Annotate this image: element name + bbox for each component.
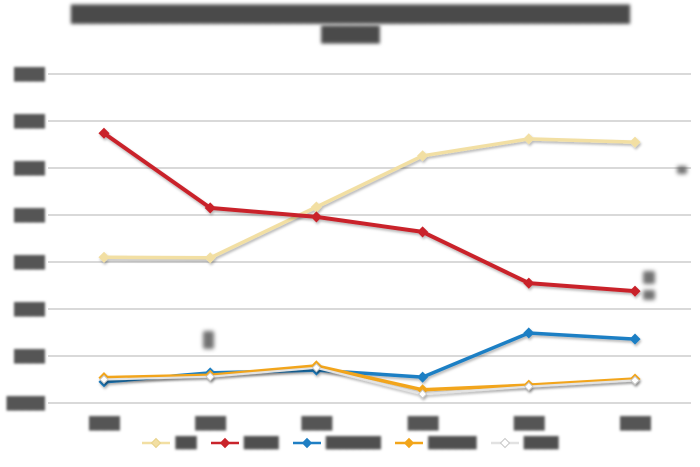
series-blue-marker [523, 327, 535, 339]
series-red-legend-label: █████ [243, 437, 279, 449]
y-axis-label: ████ [13, 302, 45, 316]
chart-legend: ███ █████ ████████ ███████ █████ [0, 437, 700, 449]
legend-item-series-gray: █████ [490, 437, 559, 449]
series-red-marker [310, 211, 322, 223]
series-blue-legend-marker-icon [292, 437, 321, 449]
series-orange-legend-label: ███████ [428, 437, 477, 449]
x-axis-label: ████ [513, 416, 545, 430]
series-cream-legend-marker-icon [142, 437, 171, 449]
series-cream [98, 133, 641, 264]
series-gray-marker [417, 389, 428, 399]
series-red-line [102, 131, 637, 294]
series-red-marker [417, 226, 429, 238]
series-orange-line [102, 364, 637, 392]
y-axis-label: ████ [13, 349, 45, 363]
series-red-legend-marker-icon [210, 437, 239, 449]
x-axis-label: ████ [195, 416, 226, 430]
series-cream-marker [417, 150, 429, 162]
legend-item-series-cream: ███ [142, 437, 197, 449]
series-cream-marker [204, 252, 216, 264]
series-red [98, 127, 641, 297]
series-gray-marker [311, 363, 322, 373]
series-blue-legend-label: ████████ [325, 437, 381, 449]
series-gray-marker [205, 371, 215, 382]
series-blue-marker [629, 333, 641, 345]
series-gray-legend-marker-icon [490, 437, 519, 449]
x-axis-label: ████ [301, 416, 332, 430]
legend-item-series-orange: ███████ [395, 437, 477, 449]
series-orange-legend-marker-icon [395, 437, 424, 449]
series-gray-marker [630, 375, 640, 386]
redacted-fragment [643, 271, 655, 284]
series-cream-line [102, 137, 637, 260]
y-axis-label: ████ [13, 67, 45, 81]
gridlines [48, 73, 691, 404]
x-axis-label: ████ [619, 416, 651, 430]
y-axis-label: ████ [13, 208, 45, 222]
y-axis-label: █████ [6, 396, 45, 410]
series-gray-line [102, 366, 637, 396]
legend-item-series-red: █████ [210, 437, 279, 449]
series-red-marker [523, 277, 535, 289]
series-red-marker [204, 202, 216, 214]
series-cream-legend-label: ███ [175, 437, 196, 449]
series-blue-marker [417, 371, 429, 383]
y-axis-label: ████ [13, 255, 45, 269]
redacted-fragment [643, 290, 655, 300]
series-gray-legend-label: █████ [523, 437, 559, 449]
legend-item-series-blue: ████████ [292, 437, 381, 449]
series-cream-marker [629, 136, 641, 148]
series-gray-marker [99, 374, 109, 385]
series-red-marker [629, 285, 641, 297]
x-axis-label: ████ [407, 416, 439, 430]
series-gray-marker [524, 381, 534, 392]
x-axis-label: ████ [88, 416, 120, 430]
series-cream-marker [523, 133, 535, 145]
series-red-marker [98, 127, 110, 139]
series-gray [99, 363, 640, 399]
series-cream-marker [98, 251, 110, 263]
y-axis-label: ████ [13, 161, 45, 175]
redacted-fragment [203, 331, 214, 349]
y-axis-label: ████ [13, 114, 45, 128]
redacted-fragment [677, 166, 687, 174]
